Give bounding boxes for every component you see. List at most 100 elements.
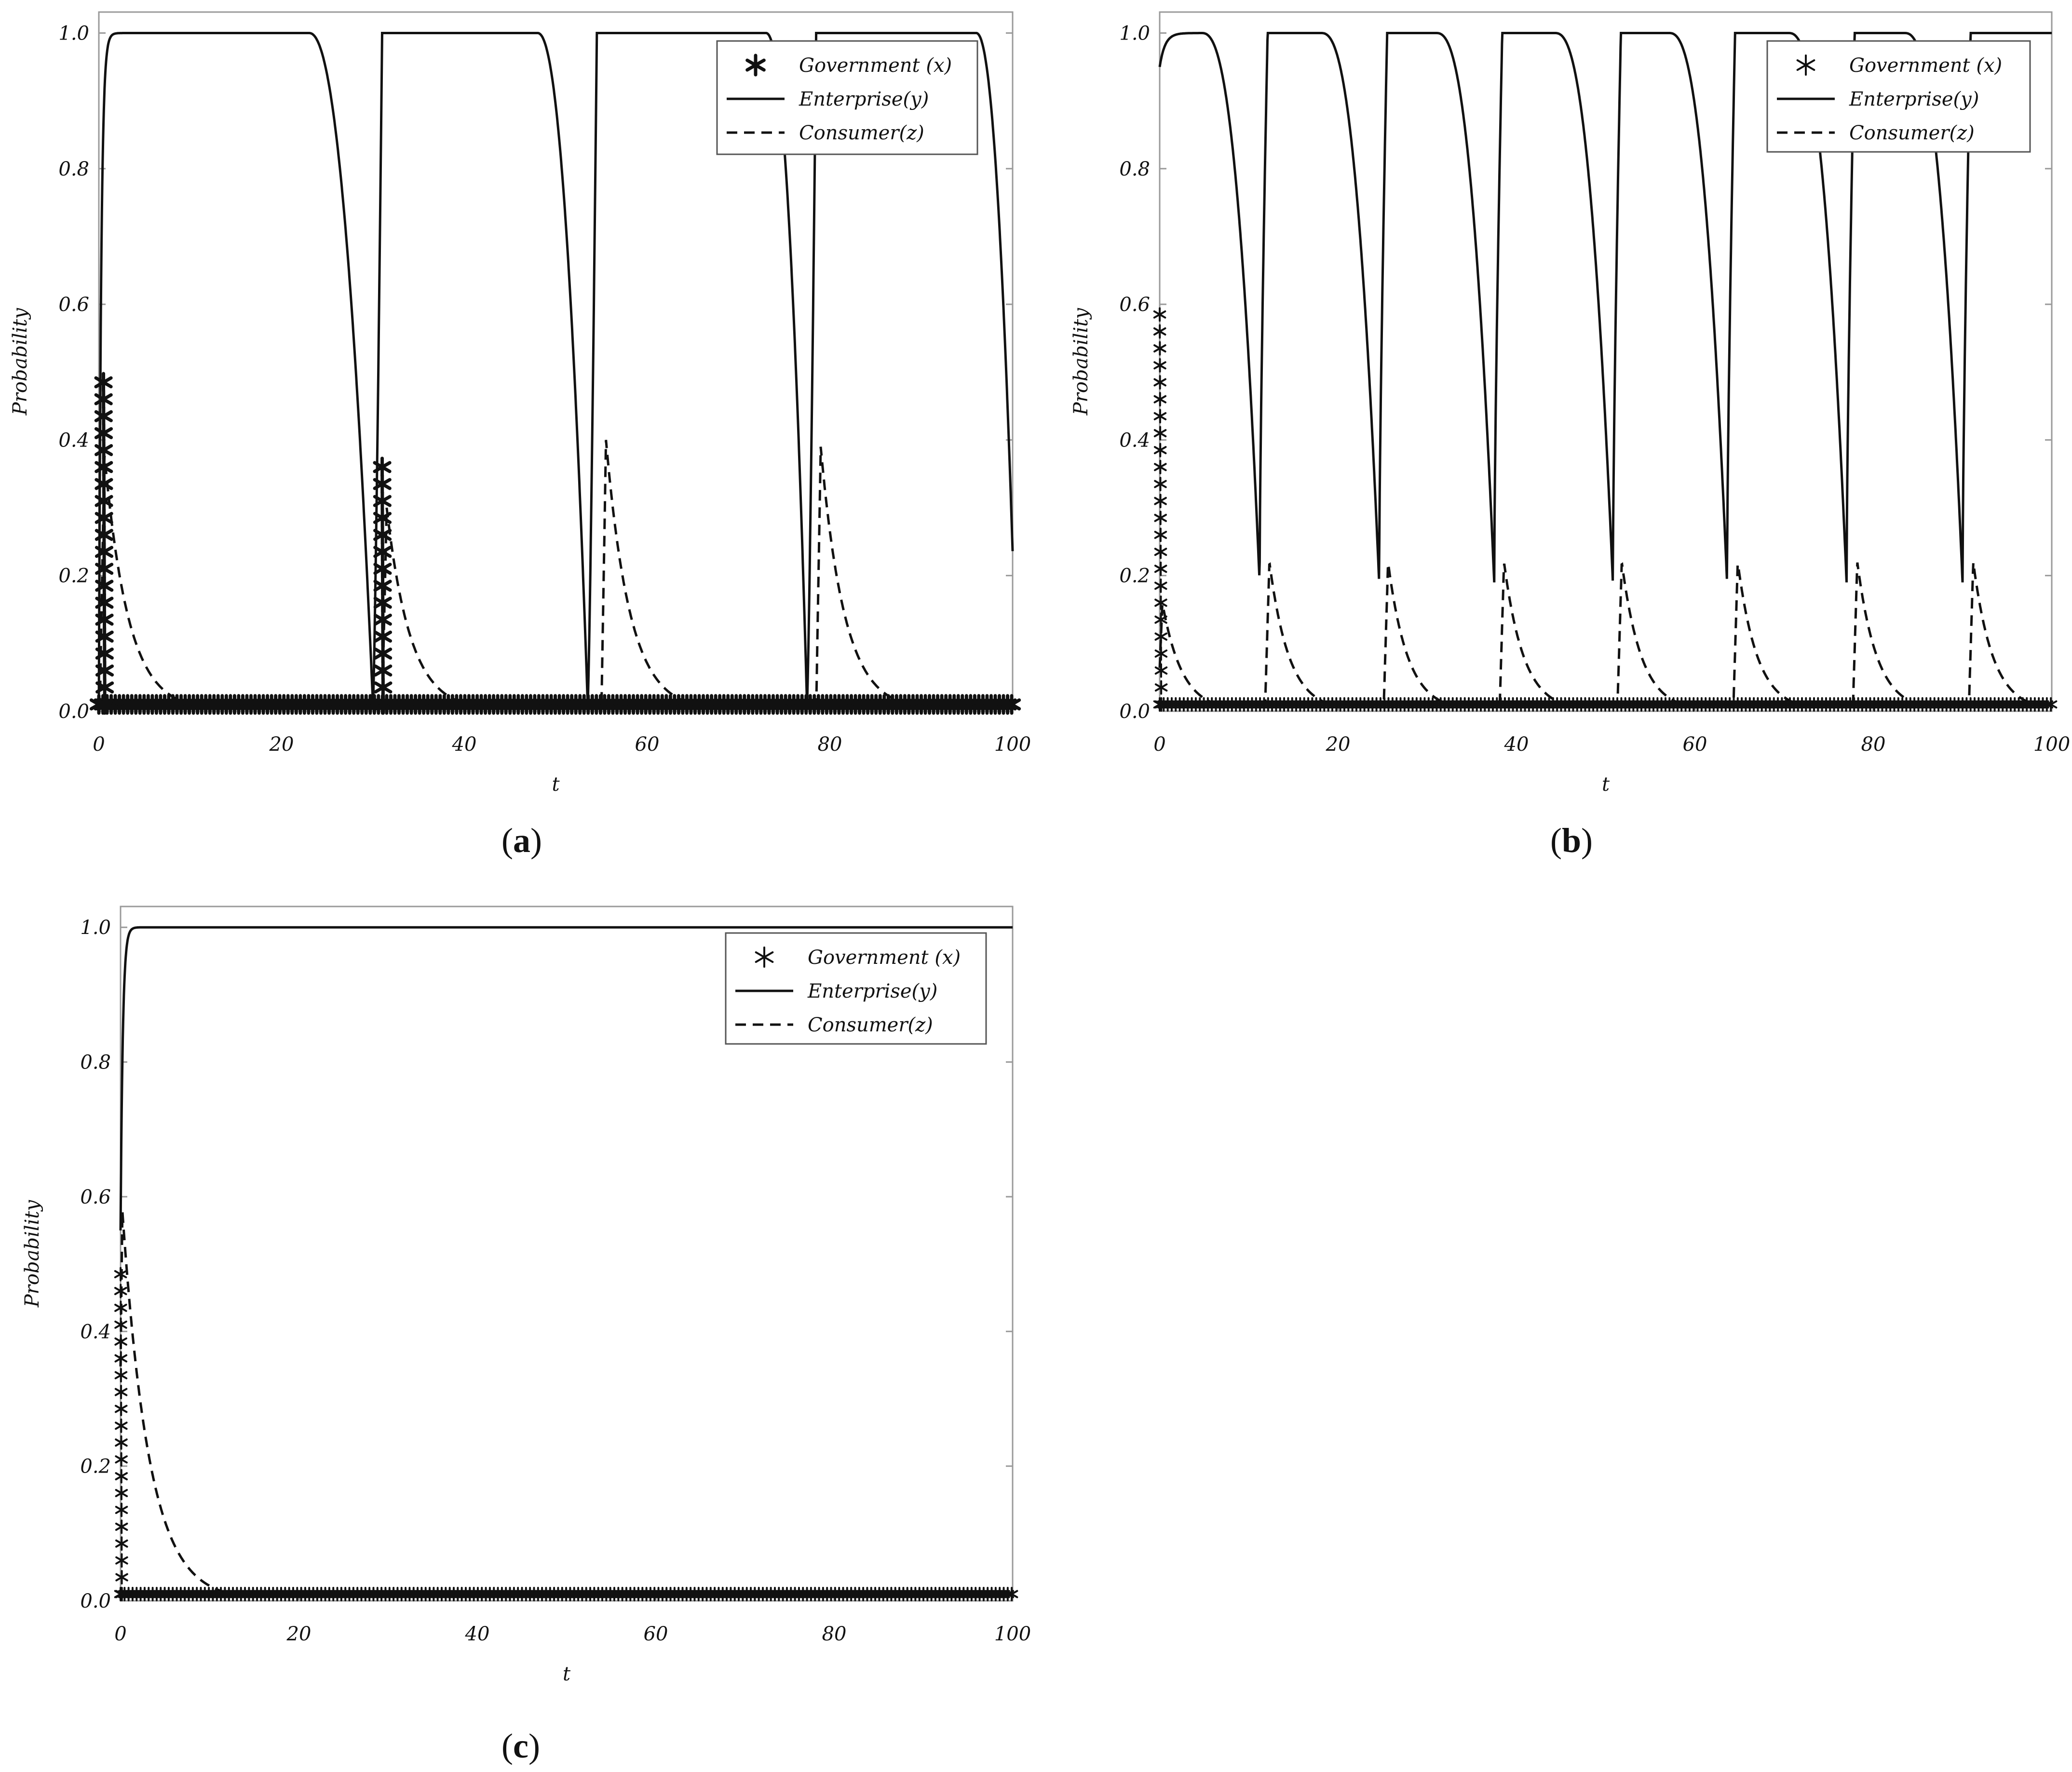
series-government-markers <box>114 1267 1018 1602</box>
government-point <box>1154 511 1167 526</box>
government-point <box>114 1284 127 1299</box>
x-tick-label: 80 <box>822 1623 847 1645</box>
y-tick-label: 0.8 <box>80 1052 111 1074</box>
series-government-markers <box>89 372 1021 715</box>
government-point <box>374 660 393 681</box>
government-point <box>95 677 114 698</box>
x-tick-label: 60 <box>644 1623 668 1645</box>
government-point <box>94 389 113 410</box>
y-tick-label: 0.4 <box>80 1321 111 1343</box>
government-point <box>1153 426 1167 441</box>
government-point <box>1154 646 1168 661</box>
y-tick-label: 0.6 <box>1119 294 1150 316</box>
caption-b-letter: b <box>1561 821 1582 860</box>
government-point <box>114 1384 128 1399</box>
series-government-markers <box>1153 307 2058 712</box>
x-tick-label: 100 <box>994 1623 1031 1645</box>
x-tick-label: 40 <box>1504 733 1529 756</box>
legend-marker-government <box>755 947 774 968</box>
government-point <box>1002 694 1021 715</box>
government-point <box>115 1553 128 1568</box>
y-tick-label: 0.2 <box>80 1456 111 1478</box>
y-tick-label: 0.4 <box>1119 429 1150 451</box>
government-point <box>374 643 393 664</box>
government-point <box>373 592 392 613</box>
x-tick-label: 40 <box>452 733 477 756</box>
government-point <box>114 1317 127 1332</box>
government-point <box>115 1519 128 1534</box>
government-point <box>373 524 392 545</box>
government-point <box>115 1469 128 1484</box>
government-point <box>95 694 114 715</box>
government-point <box>1154 544 1167 559</box>
chart-panel-c: 0.0 0.2 0.4 0.6 0.8 1.0 0 20 40 60 80 100 t Probabili… <box>0 868 1032 1707</box>
series-enterprise-line <box>1158 32 2052 582</box>
legend-box <box>1766 40 2031 153</box>
caption-c-open: ( <box>501 1727 513 1765</box>
legend-label: Government (x) <box>808 947 961 969</box>
government-point <box>115 1435 128 1450</box>
government-point <box>373 507 392 528</box>
government-point <box>115 1570 128 1585</box>
series-enterprise-line <box>97 32 1014 705</box>
government-point <box>1154 680 1168 695</box>
government-point <box>373 609 392 630</box>
caption-b-close: ) <box>1581 821 1593 860</box>
government-point <box>1154 561 1167 576</box>
legend-label: Consumer(z) <box>808 1014 933 1036</box>
series-consumer-line <box>119 1211 1013 1596</box>
government-point <box>95 439 113 460</box>
x-tick-label: 0 <box>1153 733 1165 756</box>
government-point <box>95 609 114 630</box>
y-axis-label: Probability <box>21 1199 43 1308</box>
series-consumer-line <box>1158 562 2052 706</box>
government-point <box>373 490 392 512</box>
caption-c-letter: c <box>513 1727 528 1765</box>
x-tick-label: 0 <box>114 1623 126 1645</box>
caption-a-close: ) <box>530 821 542 860</box>
government-point <box>1154 493 1167 508</box>
government-point <box>95 490 113 512</box>
x-tick-label: 20 <box>286 1623 311 1645</box>
y-tick-label: 0.0 <box>80 1590 111 1612</box>
government-point <box>115 1452 128 1467</box>
government-point <box>114 1334 127 1349</box>
government-point <box>1154 460 1167 474</box>
government-point <box>1153 341 1166 356</box>
government-point <box>95 558 114 580</box>
government-point <box>115 1418 128 1433</box>
government-point <box>1154 612 1167 627</box>
y-tick-label: 0.0 <box>58 701 89 723</box>
government-point <box>95 541 114 562</box>
government-point <box>95 524 113 545</box>
government-point <box>1153 307 1166 322</box>
government-point <box>95 626 114 647</box>
chart-b-svg: 0.0 0.2 0.4 0.6 0.8 1.0 0 20 40 60 80 100 t Probabili… <box>1070 11 2070 796</box>
x-tick-label: 100 <box>994 733 1031 756</box>
government-point <box>95 660 114 681</box>
government-point <box>374 694 393 715</box>
y-tick-label: 0.8 <box>1119 158 1150 180</box>
legend-label: Consumer(z) <box>1849 122 1975 144</box>
government-point <box>115 1587 128 1602</box>
government-point <box>1155 697 1168 712</box>
caption-c: (c) <box>501 1726 540 1766</box>
y-axis-label: Probability <box>9 307 31 416</box>
x-tick-label: 80 <box>818 733 842 756</box>
government-point <box>1153 358 1166 373</box>
x-tick-label: 60 <box>1683 733 1707 756</box>
y-tick-label: 0.2 <box>1119 565 1150 587</box>
government-point <box>114 1401 128 1416</box>
government-point <box>1153 324 1166 339</box>
government-point <box>95 457 113 478</box>
government-point <box>1154 595 1167 610</box>
series-enterprise-line <box>119 926 1013 1231</box>
government-point <box>95 643 114 664</box>
legend-label: Enterprise(y) <box>799 88 929 110</box>
government-point <box>1154 578 1167 593</box>
legend-label: Government (x) <box>799 54 952 77</box>
government-point <box>114 1351 128 1366</box>
x-axis-label: t <box>1602 773 1610 796</box>
government-point <box>1154 476 1167 491</box>
legend-label: Government (x) <box>1849 54 2002 77</box>
